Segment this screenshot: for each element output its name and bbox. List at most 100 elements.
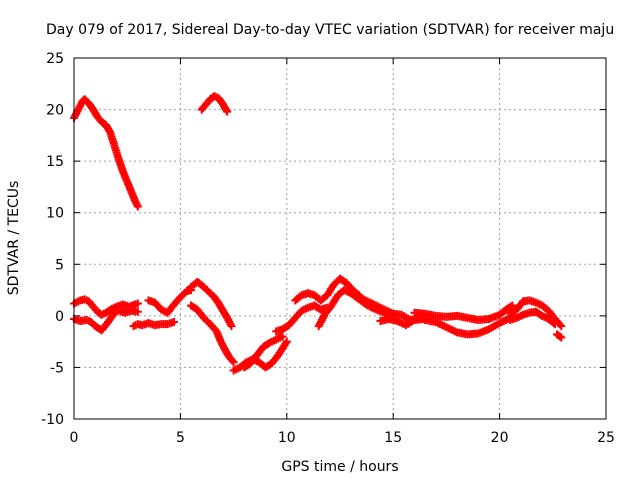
data-point-trail <box>404 317 417 328</box>
data-point-trail <box>552 316 564 329</box>
data-point-trail <box>533 308 545 319</box>
data-point-trail <box>215 301 226 313</box>
data-point-trail <box>90 107 101 119</box>
data-point-trail <box>247 352 260 366</box>
data-point-trail <box>72 297 83 307</box>
chart-title: Day 079 of 2017, Sidereal Day-to-day VTE… <box>46 22 614 38</box>
data-point-trail <box>222 347 233 360</box>
data-point-trail <box>399 312 413 323</box>
data-point-trail <box>335 287 347 298</box>
data-point-trail <box>260 339 273 350</box>
data-point-trail <box>331 276 343 288</box>
data-point-trail <box>497 306 509 318</box>
data-point-trail <box>152 320 164 329</box>
data-point <box>557 333 566 342</box>
data-point-trail <box>545 308 558 322</box>
data-point-trail <box>280 322 292 333</box>
data-point-trail <box>365 302 379 313</box>
series-arc18 <box>506 296 566 331</box>
data-point-trail <box>508 314 519 324</box>
data-point <box>133 299 142 308</box>
data-point-trail <box>254 344 267 358</box>
y-tick-label: 0 <box>55 309 64 325</box>
plot-frame <box>73 57 607 420</box>
data-point-trail <box>92 323 105 334</box>
data-point <box>508 301 517 310</box>
data-point-trail <box>159 320 170 329</box>
data-point-trail <box>433 319 449 331</box>
data-point-trail <box>318 292 330 304</box>
series-arc4 <box>70 295 142 319</box>
data-point-trail <box>299 304 310 314</box>
data-point-trail <box>299 289 310 299</box>
data-point-trail <box>521 309 532 319</box>
data-point-trail <box>127 300 140 310</box>
data-point-trail <box>220 102 231 114</box>
data-point-trail <box>395 318 408 329</box>
data-point-trail <box>503 302 515 313</box>
x-axis-label: GPS time / hours <box>281 459 398 475</box>
data-point-trail <box>201 284 213 296</box>
x-tick-label: 5 <box>176 430 185 446</box>
data-point-trail <box>159 306 170 316</box>
data-point-trail <box>220 308 231 321</box>
series-arc9 <box>229 337 291 375</box>
y-tick-label: 15 <box>46 154 64 170</box>
data-point <box>133 202 142 211</box>
data-point-trail <box>94 308 105 318</box>
data-point-trail <box>195 279 207 290</box>
data-point-trail <box>146 297 157 306</box>
axis-ticks <box>73 57 607 420</box>
series-arc12 <box>291 274 364 305</box>
y-tick-label: 20 <box>46 103 64 119</box>
data-point-trail <box>263 360 275 371</box>
data-point-trail <box>497 314 513 327</box>
data-point-trail <box>513 299 526 313</box>
x-tick-label: 10 <box>278 430 296 446</box>
data-point-trail <box>90 304 100 315</box>
data-point-trail <box>207 290 218 300</box>
data-point <box>223 107 232 116</box>
data-point-trail <box>211 294 222 306</box>
data-point-trail <box>114 301 125 310</box>
data-point-trail <box>88 319 98 329</box>
data-point <box>278 332 287 341</box>
data-point-trail <box>82 96 92 107</box>
data-point-trail <box>527 308 538 317</box>
series-arc19 <box>506 307 559 329</box>
data-point-trail <box>78 316 89 325</box>
x-tick-label: 15 <box>384 430 402 446</box>
data-point-trail <box>146 319 157 329</box>
data-point-trail <box>412 315 425 324</box>
y-tick-label: -5 <box>50 360 64 376</box>
data-point-trail <box>215 95 226 107</box>
y-tick-label: 10 <box>46 206 64 222</box>
data-point-trail <box>94 114 105 125</box>
data-point-trail <box>274 325 285 335</box>
data-point-trail <box>521 296 532 306</box>
series-arc7 <box>187 277 236 331</box>
data-point-trail <box>140 319 151 329</box>
data-point-trail <box>224 315 235 329</box>
data-point-trail <box>318 304 330 313</box>
x-tick-label: 0 <box>70 430 79 446</box>
data-point-trail <box>374 302 387 313</box>
data-point-trail <box>102 122 114 135</box>
data-point-trail <box>546 316 558 327</box>
data-point-trail <box>328 293 341 308</box>
series-arc5 <box>129 318 179 331</box>
data-point-trail <box>527 297 538 306</box>
data-point-trail <box>188 279 200 290</box>
data-point-trail <box>99 118 109 129</box>
data-point-trail <box>129 307 140 316</box>
data-points <box>70 92 566 375</box>
data-point-trail <box>203 96 213 107</box>
data-point-trail <box>152 300 164 312</box>
data-point-trail <box>241 360 254 371</box>
data-point-trail <box>256 359 268 371</box>
data-point-trail <box>71 107 82 120</box>
data-point-trail <box>275 339 290 358</box>
data-point-trail <box>306 302 317 311</box>
data-point-trail <box>324 282 337 298</box>
